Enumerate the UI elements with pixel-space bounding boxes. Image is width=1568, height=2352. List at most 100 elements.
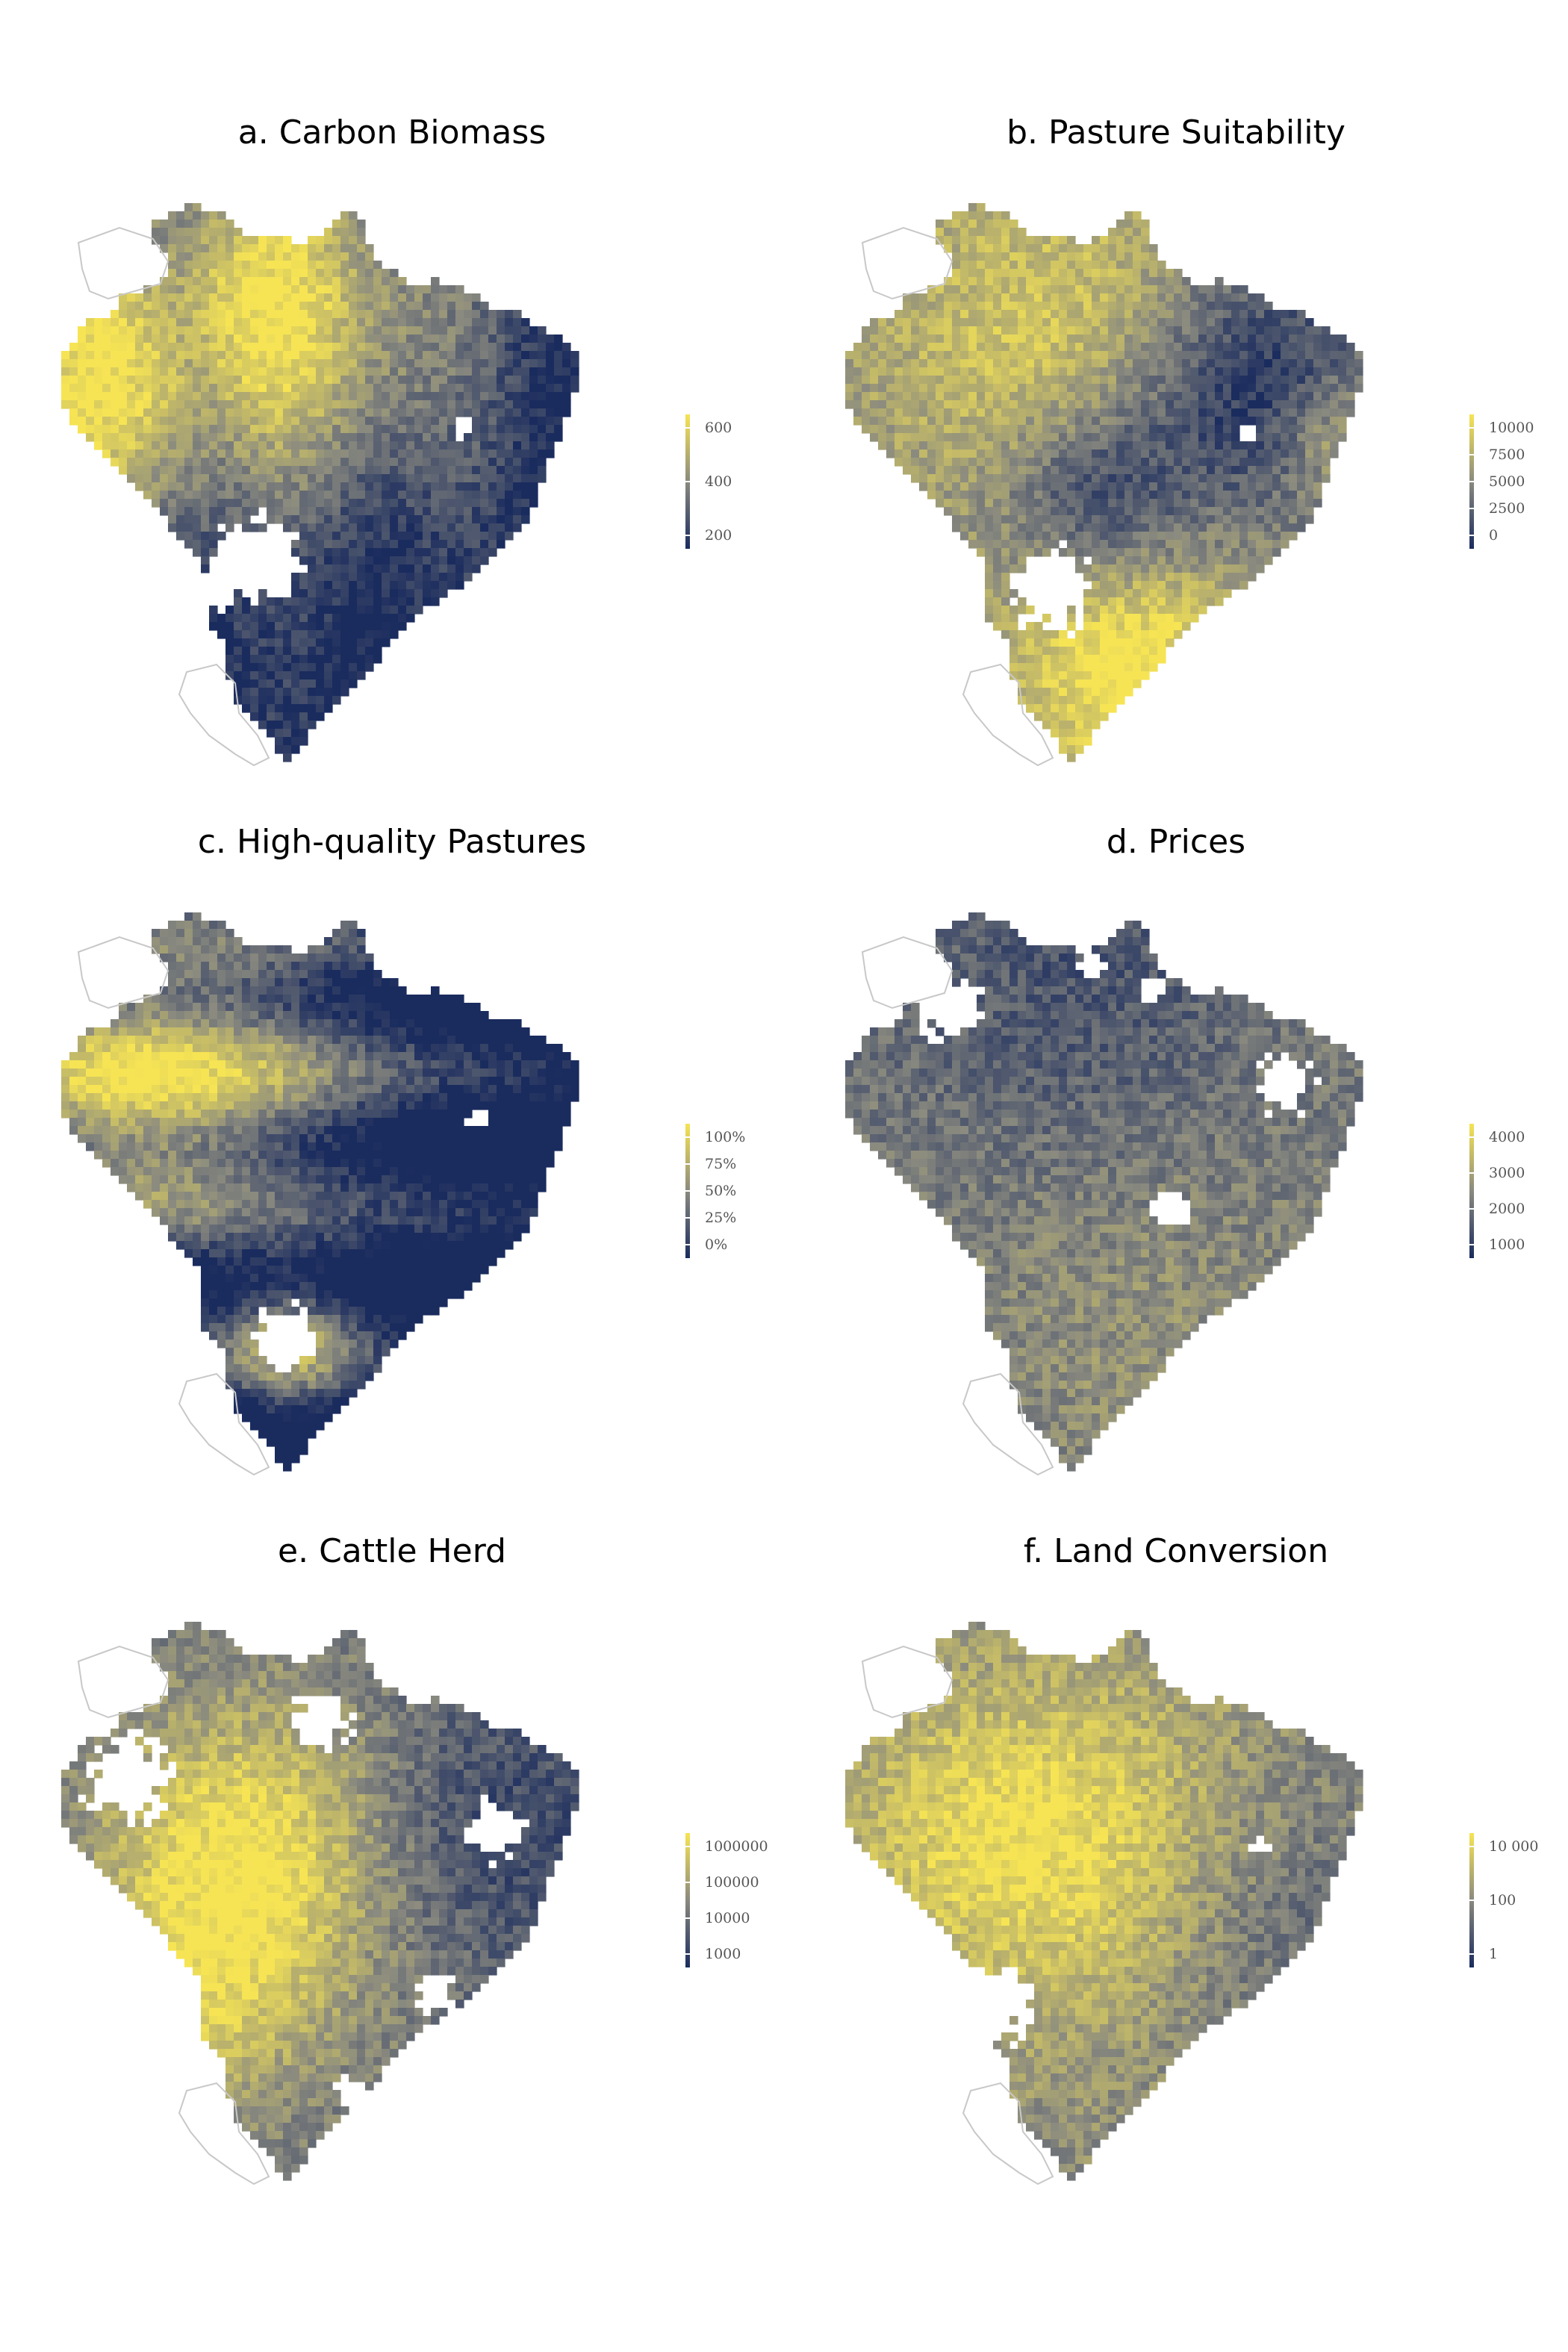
- municipality-cell: [977, 449, 986, 458]
- municipality-cell: [119, 1003, 128, 1012]
- municipality-cell: [960, 491, 969, 500]
- municipality-cell: [1083, 318, 1092, 327]
- municipality-cell: [1042, 647, 1051, 656]
- municipality-cell: [1116, 581, 1125, 590]
- municipality-cell: [1338, 376, 1347, 385]
- municipality-cell: [1174, 293, 1183, 302]
- municipality-cell: [275, 384, 284, 393]
- municipality-cell: [119, 466, 128, 475]
- municipality-cell: [911, 367, 920, 376]
- municipality-cell: [1174, 359, 1183, 368]
- municipality-cell: [299, 482, 308, 491]
- municipality-cell: [275, 376, 284, 385]
- municipality-cell: [349, 671, 358, 680]
- municipality-cell: [102, 367, 111, 376]
- municipality-cell: [977, 474, 986, 483]
- municipality-cell: [911, 400, 920, 409]
- municipality-cell: [349, 220, 358, 228]
- municipality-cell: [373, 417, 382, 426]
- municipality-cell: [903, 392, 912, 401]
- municipality-cell: [1215, 277, 1224, 286]
- municipality-cell: [944, 310, 953, 319]
- municipality-cell: [993, 515, 1002, 524]
- municipality-cell: [398, 581, 407, 590]
- municipality-cell: [968, 367, 977, 376]
- municipality-cell: [1051, 679, 1060, 688]
- municipality-cell: [1075, 326, 1084, 335]
- municipality-cell: [209, 392, 218, 401]
- municipality-cell: [1190, 400, 1199, 409]
- municipality-cell: [201, 228, 210, 237]
- municipality-cell: [1018, 236, 1027, 245]
- municipality-cell: [1108, 540, 1117, 549]
- municipality-cell: [209, 220, 218, 228]
- municipality-cell: [1018, 606, 1027, 615]
- municipality-cell: [242, 326, 251, 335]
- municipality-cell: [390, 482, 399, 491]
- municipality-cell: [1207, 589, 1216, 598]
- municipality-cell: [919, 408, 928, 417]
- municipality-cell: [993, 441, 1002, 450]
- municipality-cell: [480, 392, 489, 401]
- municipality-cell: [1157, 441, 1166, 450]
- municipality-cell: [1182, 351, 1191, 360]
- municipality-cell: [1067, 261, 1076, 270]
- municipality-cell: [1026, 285, 1035, 294]
- municipality-cell: [1157, 523, 1166, 532]
- municipality-cell: [1256, 302, 1265, 311]
- municipality-cell: [562, 400, 571, 409]
- municipality-cell: [242, 995, 251, 1004]
- municipality-cell: [398, 622, 407, 631]
- municipality-cell: [985, 606, 994, 615]
- municipality-cell: [1231, 335, 1240, 343]
- municipality-cell: [406, 335, 415, 343]
- municipality-cell: [176, 335, 185, 343]
- municipality-cell: [406, 351, 415, 360]
- municipality-cell: [1166, 449, 1175, 458]
- municipality-cell: [308, 540, 317, 549]
- municipality-cell: [365, 499, 374, 508]
- municipality-cell: [373, 995, 382, 1004]
- municipality-cell: [340, 376, 349, 385]
- municipality-cell: [258, 384, 267, 393]
- municipality-cell: [455, 367, 464, 376]
- municipality-cell: [1166, 392, 1175, 401]
- municipality-cell: [1092, 532, 1101, 541]
- municipality-cell: [1223, 408, 1232, 417]
- municipality-cell: [234, 507, 243, 516]
- municipality-cell: [513, 310, 522, 319]
- municipality-cell: [365, 962, 374, 971]
- municipality-cell: [1223, 466, 1232, 475]
- municipality-cell: [234, 285, 243, 294]
- municipality-cell: [1289, 359, 1298, 368]
- municipality-cell: [1059, 335, 1068, 343]
- municipality-cell: [382, 556, 391, 565]
- municipality-cell: [1248, 499, 1257, 508]
- municipality-cell: [250, 318, 259, 327]
- municipality-cell: [447, 433, 456, 442]
- municipality-cell: [977, 220, 986, 228]
- municipality-cell: [291, 647, 300, 656]
- municipality-cell: [291, 425, 300, 434]
- municipality-cell: [365, 655, 374, 664]
- municipality-cell: [201, 384, 210, 393]
- municipality-cell: [1042, 712, 1051, 721]
- municipality-cell: [398, 433, 407, 442]
- municipality-cell: [291, 540, 300, 549]
- municipality-cell: [1051, 400, 1060, 409]
- municipality-cell: [1124, 293, 1133, 302]
- municipality-cell: [1042, 630, 1051, 639]
- municipality-cell: [968, 261, 977, 270]
- municipality-cell: [102, 392, 111, 401]
- municipality-cell: [382, 548, 391, 557]
- municipality-cell: [143, 351, 152, 360]
- municipality-cell: [1157, 614, 1166, 623]
- municipality-cell: [1001, 614, 1010, 623]
- municipality-cell: [365, 433, 374, 442]
- municipality-cell: [127, 425, 136, 434]
- municipality-cell: [993, 606, 1002, 615]
- municipality-cell: [102, 408, 111, 417]
- municipality-cell: [464, 302, 473, 311]
- municipality-cell: [977, 532, 986, 541]
- municipality-cell: [1116, 277, 1125, 286]
